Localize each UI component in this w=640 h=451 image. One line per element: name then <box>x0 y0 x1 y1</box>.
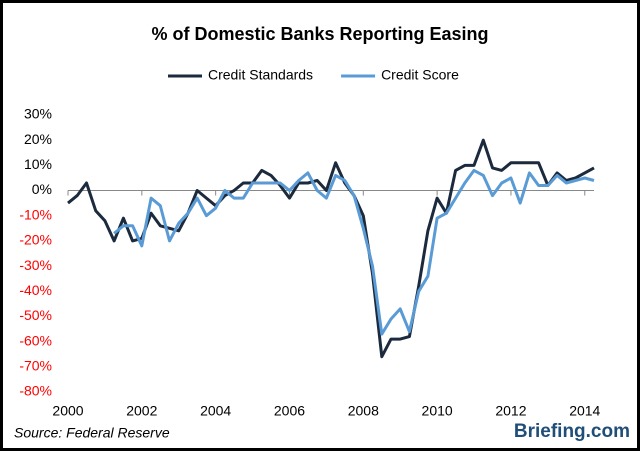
y-tick-label: -20% <box>19 232 52 248</box>
x-tick-label: 2010 <box>422 403 453 419</box>
y-tick-label: 0% <box>32 181 52 197</box>
series-line <box>67 138 595 359</box>
y-tick-label: -40% <box>19 282 52 298</box>
logo: Briefing.com <box>514 421 630 442</box>
x-tick-label: 2000 <box>52 403 83 419</box>
x-tick-label: 2014 <box>569 403 600 419</box>
y-tick-label: 10% <box>24 156 52 172</box>
y-tick-label: -80% <box>19 383 52 399</box>
y-tick-label: 20% <box>24 131 52 147</box>
x-tick-label: 2002 <box>126 403 157 419</box>
x-tick-label: 2006 <box>274 403 305 419</box>
legend-label: Credit Score <box>381 67 459 83</box>
series-line <box>113 168 595 336</box>
y-tick-label: -70% <box>19 358 52 374</box>
y-tick-label: -50% <box>19 307 52 323</box>
x-tick-label: 2004 <box>200 403 231 419</box>
y-tick-label: 30% <box>24 106 52 122</box>
y-tick-label: -30% <box>19 257 52 273</box>
y-tick-label: -60% <box>19 332 52 348</box>
x-tick-label: 2012 <box>495 403 526 419</box>
x-tick-label: 2008 <box>348 403 379 419</box>
y-tick-label: -10% <box>19 206 52 222</box>
legend-label: Credit Standards <box>208 67 313 83</box>
source: Source: Federal Reserve <box>14 425 170 441</box>
chart-title: % of Domestic Banks Reporting Easing <box>151 24 488 44</box>
